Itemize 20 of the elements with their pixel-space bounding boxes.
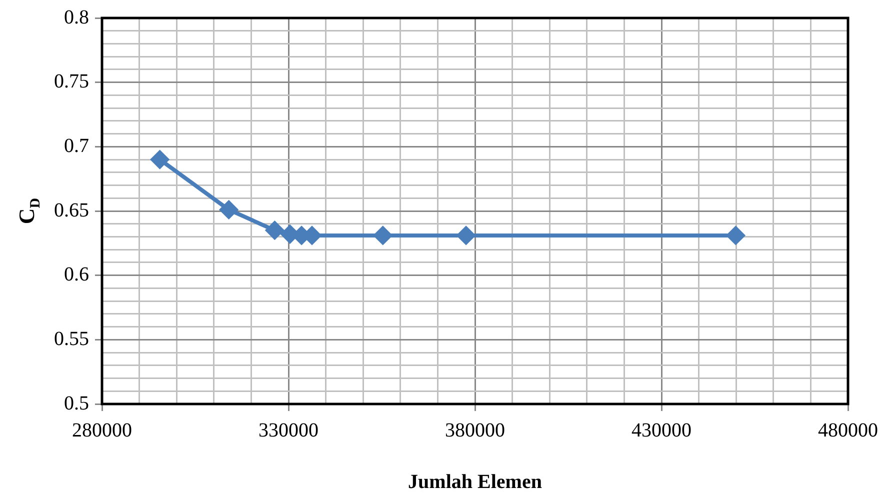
y-tick-label: 0.75 <box>54 70 89 93</box>
point <box>457 226 476 244</box>
y-axis-title: CD <box>14 198 44 224</box>
y-tick-label: 0.65 <box>54 199 89 222</box>
y-tick-label: 0.7 <box>64 134 89 157</box>
x-tick-label: 430000 <box>632 419 692 442</box>
y-tick-label: 0.8 <box>64 6 89 28</box>
point <box>266 221 284 240</box>
x-tick-label: 280000 <box>72 419 132 442</box>
point <box>726 226 745 244</box>
x-tick-label: 330000 <box>258 419 318 442</box>
x-axis-title: Jumlah Elemen <box>408 471 542 493</box>
x-tick-label: 480000 <box>818 419 878 442</box>
y-tick-label: 0.6 <box>64 264 89 286</box>
x-tick-label: 380000 <box>445 419 505 442</box>
point <box>220 200 238 219</box>
y-tick-label: 0.5 <box>64 392 89 414</box>
point <box>374 226 392 244</box>
y-tick-label: 0.55 <box>54 328 89 350</box>
point <box>150 150 169 169</box>
